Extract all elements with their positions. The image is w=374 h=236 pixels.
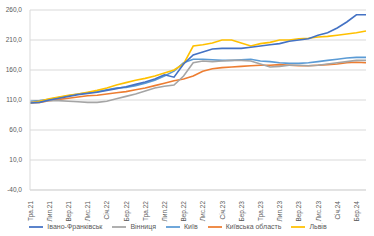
svg-text:Бер.23: Бер.23 <box>238 201 246 222</box>
svg-text:Тра.23: Тра.23 <box>257 201 265 221</box>
svg-text:Тра.22: Тра.22 <box>142 201 150 221</box>
svg-text:Тра.21: Тра.21 <box>27 201 35 221</box>
html-text:Київська область: Київська область <box>225 222 282 230</box>
svg-text:260,0: 260,0 <box>8 6 22 13</box>
svg-text:160,0: 160,0 <box>8 66 22 73</box>
svg-text:Лис.22: Лис.22 <box>199 201 206 222</box>
html-text:Київ: Київ <box>184 222 198 230</box>
svg-text:Лис.21: Лис.21 <box>84 201 91 222</box>
svg-text:Січ.22: Січ.22 <box>103 201 110 220</box>
svg-text:Січ.23: Січ.23 <box>219 201 226 220</box>
svg-text:Вер.23: Вер.23 <box>295 201 303 222</box>
html-text:Львів: Львів <box>309 222 327 230</box>
svg-text:Січ.24: Січ.24 <box>334 201 341 220</box>
svg-text:Лис.23: Лис.23 <box>315 201 322 222</box>
svg-text:10,0: 10,0 <box>9 156 22 163</box>
svg-text:Вер.22: Вер.22 <box>180 201 188 222</box>
svg-text:-40,0: -40,0 <box>8 186 22 193</box>
svg-text:Бер.22: Бер.22 <box>123 201 131 222</box>
svg-text:Вер.21: Вер.21 <box>65 201 73 222</box>
html-text:Вінниця: Вінниця <box>130 222 156 230</box>
svg-text:Лип.22: Лип.22 <box>161 201 168 222</box>
svg-text:Лип.21: Лип.21 <box>46 201 53 222</box>
svg-text:Бер.24: Бер.24 <box>353 201 361 222</box>
svg-text:Лип.23: Лип.23 <box>276 201 283 222</box>
svg-text:110,0: 110,0 <box>8 96 22 103</box>
html-text:Івано-Франківськ: Івано-Франківськ <box>47 222 103 230</box>
svg-text:60,0: 60,0 <box>9 126 22 133</box>
svg-text:210,0: 210,0 <box>8 36 22 43</box>
